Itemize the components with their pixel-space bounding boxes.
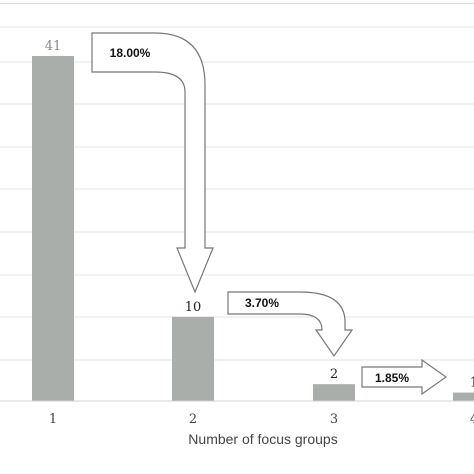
data-label-2: 10 [185,300,202,315]
x-tick-label-2: 2 [189,412,197,427]
annotation-arrow-1 [91,32,214,294]
annotation-label-3: 1.85% [375,371,409,385]
top-border [0,3,474,4]
x-axis-label: Number of focus groups [188,431,337,447]
data-label-4: 1 [470,376,474,391]
annotation-arrow-2 [227,291,354,358]
bar-2 [172,316,214,401]
annotation-label-1: 18.00% [110,46,151,60]
data-label-3: 2 [330,367,338,382]
data-labels: 41 10 2 1 [45,39,474,391]
x-tick-label-4: 4 [470,412,474,427]
bar-1 [32,56,74,401]
annotation-arrow-3 [361,358,448,396]
annotation-label-2: 3.70% [245,296,279,310]
x-tick-label-1: 1 [49,412,57,427]
x-tick-label-3: 3 [330,412,338,427]
annotation-arrows: 18.00% 3.70% 1.85% [91,32,448,396]
bar-3 [313,384,355,401]
data-label-1: 41 [45,39,62,54]
x-tick-labels: 1 2 3 4 [49,412,474,427]
bars [32,56,474,401]
gridlines [0,26,474,361]
bar-4 [453,392,474,401]
